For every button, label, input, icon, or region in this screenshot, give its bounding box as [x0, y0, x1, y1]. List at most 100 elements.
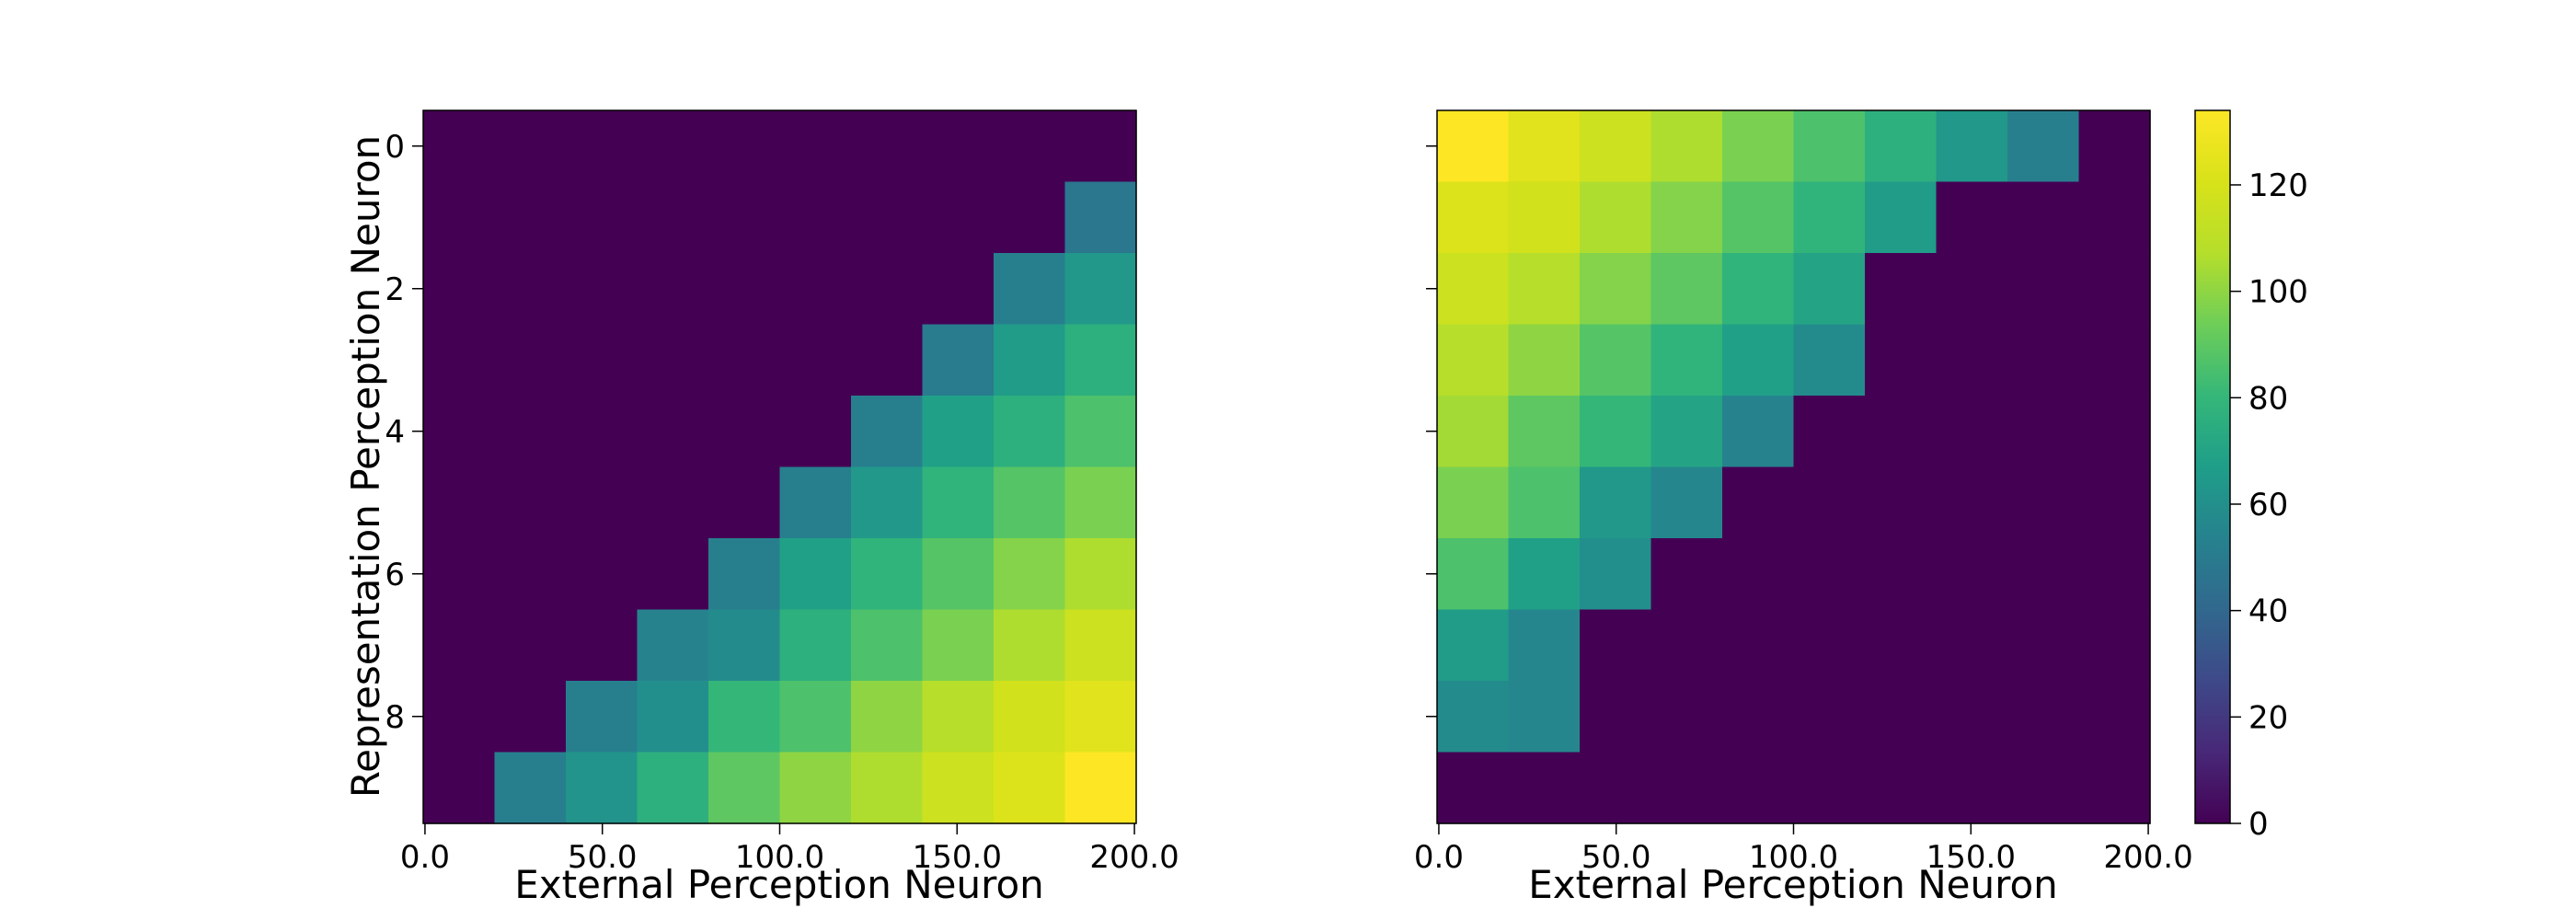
heatmap-cell [1865, 253, 1938, 326]
heatmap-cell [1437, 681, 1510, 753]
heatmap-cell [637, 396, 709, 468]
heatmap-cell [1936, 681, 2008, 753]
heatmap-cell [1580, 253, 1652, 326]
heatmap-cell [566, 110, 638, 183]
heatmap-cell [779, 324, 852, 397]
heatmap-cell [1580, 609, 1652, 682]
left-y-ticks: 0 2 4 6 8 [385, 129, 423, 736]
heatmap-cell [922, 466, 995, 539]
heatmap-cell [779, 538, 852, 611]
heatmap-cell [2078, 396, 2151, 468]
heatmap-cell [2078, 538, 2151, 611]
left-x-axis-label: External Perception Neuron [514, 862, 1044, 907]
heatmap-cell [637, 181, 709, 254]
heatmap-cell [1936, 324, 2008, 397]
heatmap-cell [922, 609, 995, 682]
heatmap-cell [994, 324, 1066, 397]
heatmap-cell [708, 253, 781, 326]
heatmap-cell [1936, 538, 2008, 611]
heatmap-cell [494, 681, 567, 753]
heatmap-cell [2007, 538, 2080, 611]
heatmap-cell [2078, 181, 2151, 254]
x-tick-label: 150.0 [913, 839, 1002, 876]
heatmap-cell [566, 324, 638, 397]
heatmap-cell [851, 538, 924, 611]
heatmap-cell [2078, 752, 2151, 824]
heatmap-cell [1793, 538, 1866, 611]
heatmap-cell [1793, 396, 1866, 468]
heatmap-cell [1722, 396, 1795, 468]
heatmap-cell [1508, 181, 1581, 254]
heatmap-cell [1865, 396, 1938, 468]
heatmap-cell [423, 466, 496, 539]
heatmap-cell [494, 752, 567, 824]
heatmap-cell [779, 110, 852, 183]
colorbar-tick-label: 0 [2248, 806, 2269, 843]
heatmap-cell [1650, 110, 1723, 183]
colorbar-tick-label: 60 [2248, 487, 2288, 523]
colorbar: 0 20 40 60 80 100 120 [2194, 109, 2308, 843]
x-tick-label: 50.0 [568, 839, 638, 876]
heatmap-cell [2078, 253, 2151, 326]
heatmap-cell [994, 110, 1066, 183]
heatmap-cell [637, 324, 709, 397]
heatmap-cell [1650, 324, 1723, 397]
heatmap-cell [1650, 681, 1723, 753]
heatmap-cell [1793, 181, 1866, 254]
heatmap-cell [566, 538, 638, 611]
heatmap-cell [1508, 110, 1581, 183]
left-heatmap-panel: 0.0 50.0 100.0 150.0 200.0 0 2 4 6 8 External Pe… [343, 109, 1179, 907]
heatmap-cell [708, 538, 781, 611]
heatmap-cell [2078, 681, 2151, 753]
heatmap-cell [1793, 110, 1866, 183]
colorbar-ticks: 0 20 40 60 80 100 120 [2230, 167, 2308, 843]
heatmap-cell [1722, 681, 1795, 753]
heatmap-cell [1650, 253, 1723, 326]
heatmap-cell [2007, 181, 2080, 254]
heatmap-cell [708, 396, 781, 468]
heatmap-cell [2078, 324, 2151, 397]
heatmap-cell [566, 466, 638, 539]
heatmap-cell [637, 466, 709, 539]
heatmap-cell [494, 110, 567, 183]
heatmap-cell [851, 609, 924, 682]
heatmap-cell [423, 253, 496, 326]
heatmap-cell [494, 181, 567, 254]
heatmap-cell [994, 181, 1066, 254]
heatmap-cell [494, 538, 567, 611]
colorbar-tick-label: 80 [2248, 380, 2288, 417]
heatmap-cell [708, 681, 781, 753]
heatmap-cell [566, 396, 638, 468]
right-x-axis-label: External Perception Neuron [1528, 862, 2058, 907]
heatmap-cell [779, 609, 852, 682]
heatmap-cell [1793, 752, 1866, 824]
heatmap-cell [1508, 253, 1581, 326]
heatmap-cell [2007, 609, 2080, 682]
heatmap-cell [1865, 609, 1938, 682]
heatmap-cell [566, 681, 638, 753]
heatmap-cell [922, 253, 995, 326]
heatmap-cell [1650, 538, 1723, 611]
heatmap-cell [708, 324, 781, 397]
heatmap-cell [1936, 466, 2008, 539]
heatmap-cell [423, 609, 496, 682]
heatmap-cell [779, 396, 852, 468]
heatmap-cell [494, 609, 567, 682]
left-heatmap-cells [423, 110, 1137, 824]
heatmap-cell [1793, 253, 1866, 326]
heatmap-cell [637, 681, 709, 753]
heatmap-cell [2078, 466, 2151, 539]
heatmap-cell [922, 538, 995, 611]
heatmap-cell [851, 253, 924, 326]
heatmap-cell [1722, 253, 1795, 326]
heatmap-cell [851, 110, 924, 183]
heatmap-cell [1437, 253, 1510, 326]
heatmap-cell [566, 752, 638, 824]
heatmap-cell [1722, 752, 1795, 824]
right-y-ticks [1426, 145, 1437, 718]
heatmap-cell [1722, 181, 1795, 254]
heatmap-cell [1064, 181, 1137, 254]
heatmap-cell [1437, 752, 1510, 824]
heatmap-cell [1936, 396, 2008, 468]
heatmap-cell [1793, 466, 1866, 539]
